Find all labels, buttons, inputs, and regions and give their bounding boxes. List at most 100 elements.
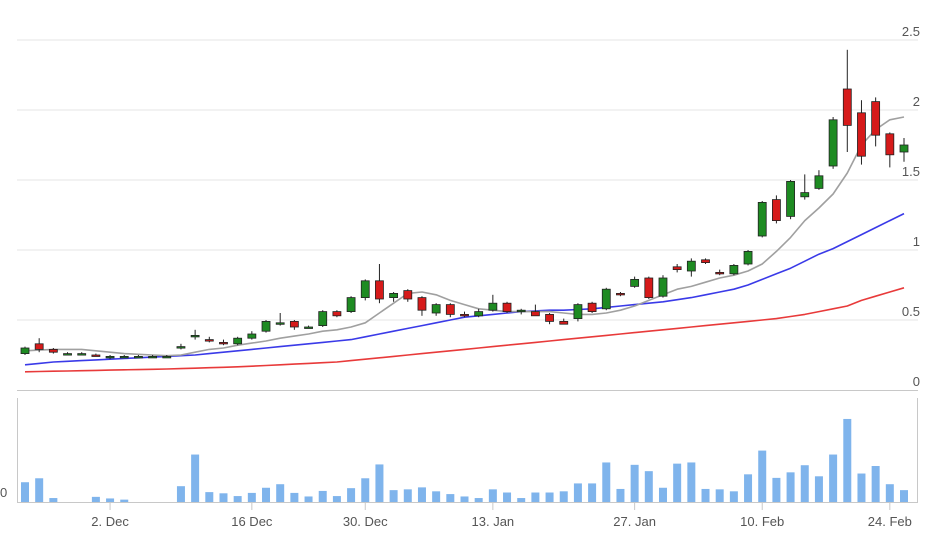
candle [346, 296, 356, 313]
candle-body-down [332, 311, 342, 317]
candle-body-down [545, 313, 554, 322]
candle-body-up [360, 280, 370, 298]
candle-body-up [828, 119, 838, 167]
volume-bar [91, 496, 100, 502]
candle [375, 264, 384, 304]
candle-body-down [219, 341, 228, 345]
volume-bar [800, 465, 809, 502]
candle [204, 336, 214, 343]
volume-bar [318, 490, 327, 502]
candle [34, 338, 44, 353]
candle [701, 258, 710, 264]
date-tick-label: 27. Jan [613, 514, 656, 529]
candle-body-down [857, 112, 866, 157]
candle-body-up [304, 326, 313, 329]
volume-bar [644, 471, 653, 502]
candle-body-up [389, 292, 399, 298]
candle [573, 303, 583, 322]
candle-body-down [403, 290, 413, 300]
candle-body-down [701, 259, 710, 263]
candle [91, 353, 101, 357]
volume-bar [517, 498, 526, 502]
candle-body-up [105, 355, 115, 359]
candle-body-down [91, 354, 101, 357]
candle-body-down [460, 313, 469, 317]
candle-body-down [445, 304, 455, 315]
candle [715, 269, 725, 276]
candle-body-down [559, 320, 569, 325]
candle-body-up [346, 297, 356, 313]
candle-body-up [63, 353, 72, 356]
candle [304, 325, 313, 329]
volume-bar [375, 464, 384, 502]
volume-bar [49, 498, 58, 502]
candle-body-up [162, 355, 172, 359]
date-tick-label: 10. Feb [740, 514, 784, 529]
volume-bar [233, 496, 242, 502]
candle-body-up [119, 355, 129, 359]
candle-body-down [502, 302, 512, 313]
volume-bar [744, 474, 753, 502]
candle [176, 343, 186, 350]
volume-bar [715, 489, 724, 502]
price-tick-label: 2.5 [902, 24, 920, 39]
candle [417, 296, 427, 316]
volume-bar [432, 491, 441, 502]
candle-body-down [204, 339, 214, 342]
candle-body-up [630, 278, 640, 287]
candle-body-down [842, 88, 852, 126]
candle-body-up [190, 334, 200, 338]
candle [77, 352, 87, 356]
volume-bar [35, 478, 44, 502]
candle [360, 279, 370, 301]
candle-body-up [757, 201, 767, 237]
candle [431, 303, 441, 316]
candle-body-up [658, 277, 668, 297]
candle-body-down [885, 133, 895, 156]
ma-mid-line [24, 212, 905, 366]
candle [289, 320, 299, 330]
volume-bar [531, 492, 540, 502]
candle [729, 264, 739, 276]
volume-bar [276, 484, 285, 502]
candle-body-up [275, 322, 285, 325]
candle [190, 329, 200, 340]
candle-body-down [530, 311, 540, 317]
volume-bar [120, 499, 129, 502]
candle [261, 320, 271, 333]
volume-bar [106, 498, 115, 502]
candle-body-up [318, 311, 328, 327]
volume-bar [247, 492, 256, 502]
candle-body-up [800, 192, 810, 198]
candle-body-down [871, 101, 881, 136]
volume-bar [21, 482, 29, 502]
candle [800, 174, 810, 200]
candle [460, 311, 469, 318]
volume-bar [403, 489, 412, 502]
candle-body-up [20, 347, 30, 354]
axes [17, 390, 918, 510]
candle-body-down [772, 199, 781, 222]
candlesticks [20, 49, 909, 360]
date-tick-label: 30. Dec [343, 514, 388, 529]
price-tick-label: 1.5 [902, 164, 920, 179]
candle-body-down [616, 292, 625, 296]
moving-average-lines [24, 116, 905, 373]
volume-bar [205, 492, 214, 502]
volume-bar [545, 492, 554, 502]
price-tick-label: 2 [913, 94, 920, 109]
candle [885, 132, 895, 168]
candle-body-up [474, 311, 484, 317]
volume-bar [417, 487, 426, 502]
candle-body-up [786, 180, 795, 217]
candle [474, 308, 484, 318]
candle [48, 348, 58, 354]
volume-bar [573, 483, 582, 502]
candle-body-up [233, 337, 243, 345]
candle [247, 331, 257, 340]
candle [814, 170, 824, 190]
candle-body-up [261, 320, 271, 332]
volume-bar [588, 483, 597, 502]
date-axis-labels: 2. Dec 16 Dec 30. Dec 13. Jan 27. Jan 10. Feb… [91, 514, 912, 529]
volume-bar [772, 477, 781, 502]
